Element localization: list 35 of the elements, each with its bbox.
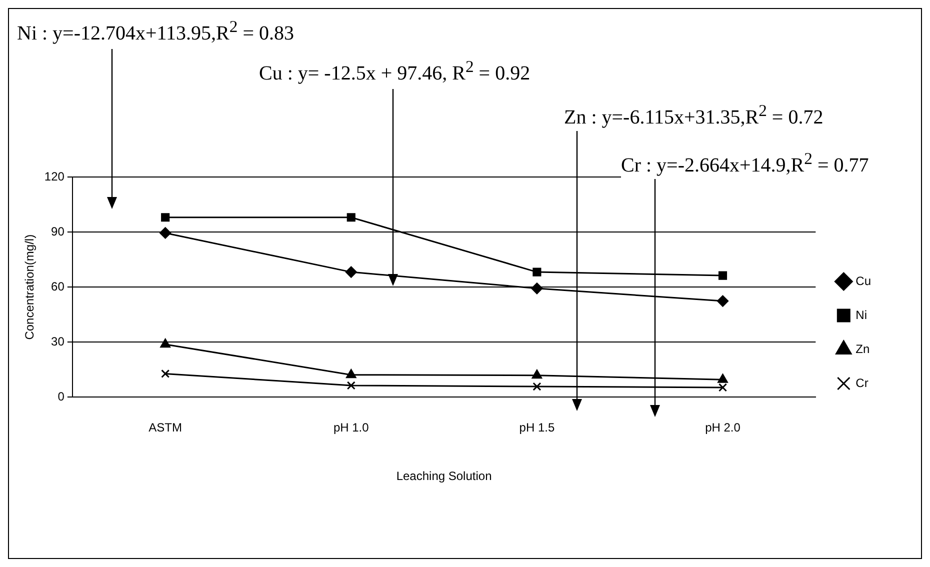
- text: Ni : y=-12.704x+113.95,R$^{2}$ = 0.83: [17, 17, 294, 46]
- y-tick-label: 30: [51, 334, 65, 348]
- x-tick-label: pH 1.0: [333, 420, 370, 435]
- point: [718, 383, 728, 392]
- y-tick-label: 90: [51, 224, 65, 238]
- legend-label: Ni: [856, 308, 868, 322]
- point: [532, 382, 542, 391]
- legend-label: Cr: [856, 376, 868, 390]
- point: [346, 213, 356, 222]
- point: [718, 271, 728, 280]
- point: [532, 268, 542, 276]
- point: [160, 227, 172, 239]
- point: [160, 338, 170, 348]
- text: Cr : y=-2.664x+14.9,R$^{2}$ = 0.77: [621, 149, 869, 178]
- text: Cu : y= -12.5x + 97.46, R$^{2}$ = 0.92: [259, 57, 530, 86]
- point: [717, 295, 729, 307]
- y-tick-label: 0: [58, 390, 65, 404]
- point: [531, 282, 543, 294]
- point: [346, 381, 356, 390]
- point: [345, 266, 357, 278]
- y-axis-title: Concentration(mg/l): [22, 234, 37, 340]
- point: [161, 213, 170, 222]
- y-tick-label: 120: [44, 169, 65, 184]
- legend-label: Cu: [856, 274, 872, 288]
- point: [346, 369, 356, 378]
- x-tick-label: pH 2.0: [705, 420, 741, 435]
- text: Zn : y=-6.115x+31.35,R$^{2}$ = 0.72: [564, 101, 824, 130]
- point: [161, 369, 170, 378]
- legend-label: Zn: [856, 342, 870, 356]
- y-tick-label: 60: [51, 279, 65, 294]
- point: [532, 370, 542, 379]
- point: [718, 374, 728, 383]
- x-tick-label: pH 1.5: [519, 420, 555, 435]
- x-tick-label: ASTM: [148, 420, 182, 435]
- x-axis-title: Leaching Solution: [396, 469, 492, 484]
